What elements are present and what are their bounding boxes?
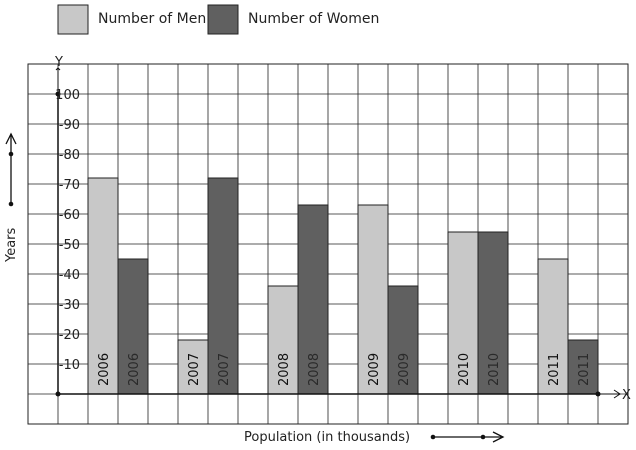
bar-label-men-2009: 2009 xyxy=(367,353,382,386)
y-tick-label: -50 xyxy=(59,238,80,253)
y-tick-label: -40 xyxy=(59,268,80,283)
axes: Y X xyxy=(54,55,631,403)
legend-label-men: Number of Men xyxy=(98,11,206,27)
x-title-arrow-head xyxy=(492,431,505,443)
bar-women-2011 xyxy=(567,339,599,395)
y-title-arrow-head xyxy=(5,132,17,145)
legend-swatch-men xyxy=(57,4,89,35)
y-axis-title: Years xyxy=(4,132,19,263)
bar-women-2006 xyxy=(117,258,149,395)
bar-men-2007 xyxy=(177,339,209,395)
x-axis-label: Population (in thousands) xyxy=(244,430,410,445)
bar-men-2009 xyxy=(357,204,389,395)
y-axis-label: Years xyxy=(4,227,19,263)
y-tick-label: -80 xyxy=(59,148,80,163)
bar-label-women-2008: 2008 xyxy=(307,353,322,386)
y-axis-letter: Y xyxy=(54,55,63,70)
bar-label-men-2010: 2010 xyxy=(457,353,472,386)
y-tick-label: -30 xyxy=(59,298,80,313)
legend-label-women: Number of Women xyxy=(248,11,379,27)
y-title-dot-upper xyxy=(8,151,14,157)
bar-label-men-2008: 2008 xyxy=(277,353,292,386)
y-tick-label: -20 xyxy=(59,328,80,343)
bar-label-women-2006: 2006 xyxy=(127,353,142,386)
bar-label-women-2009: 2009 xyxy=(397,353,412,386)
bar-label-women-2010: 2010 xyxy=(487,353,502,386)
bar-label-men-2011: 2011 xyxy=(547,353,562,386)
bars xyxy=(87,177,599,395)
y-title-dot-lower xyxy=(8,201,14,207)
y-tick-label: -10 xyxy=(59,358,80,373)
y-tick-label: -60 xyxy=(59,208,80,223)
x-axis-letter: X xyxy=(622,388,631,403)
y-tick-label: 100 xyxy=(55,88,80,103)
legend-swatch-women xyxy=(207,4,239,35)
bar-labels: 2006 2006 2007 2007 2008 2008 2009 2009 2010 2010… xyxy=(97,353,592,386)
bar-men-2011 xyxy=(537,258,569,395)
bar-label-women-2007: 2007 xyxy=(217,353,232,386)
y-axis-arrow xyxy=(55,67,61,94)
x-axis-title: Population (in thousands) xyxy=(244,430,505,445)
x-title-dot-right xyxy=(480,434,486,440)
bar-label-men-2007: 2007 xyxy=(187,353,202,386)
bar-women-2007 xyxy=(207,177,239,395)
y-tick-label: -70 xyxy=(59,178,80,193)
bar-women-2009 xyxy=(387,285,419,395)
origin-dot xyxy=(55,391,61,397)
y-tick-label: -90 xyxy=(59,118,80,133)
bar-label-men-2006: 2006 xyxy=(97,353,112,386)
bar-women-2008 xyxy=(297,204,329,395)
x-axis-arrow xyxy=(598,389,621,399)
y-tick-labels: -10 -20 -30 -40 -50 -60 -70 -80 -90 100 xyxy=(55,88,80,373)
legend: Number of Men Number of Women xyxy=(57,4,379,35)
x-title-dot-left xyxy=(430,434,436,440)
bar-label-women-2011: 2011 xyxy=(577,353,592,386)
